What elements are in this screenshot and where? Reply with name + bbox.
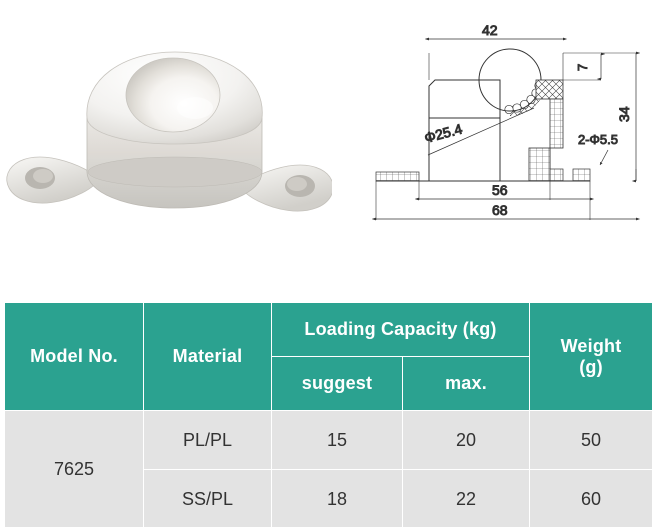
svg-text:34: 34: [616, 106, 632, 122]
svg-text:42: 42: [482, 22, 498, 38]
svg-text:56: 56: [492, 182, 508, 198]
svg-text:2-Φ5.5: 2-Φ5.5: [578, 132, 618, 147]
svg-text:68: 68: [492, 202, 508, 218]
svg-text:7: 7: [575, 64, 590, 71]
